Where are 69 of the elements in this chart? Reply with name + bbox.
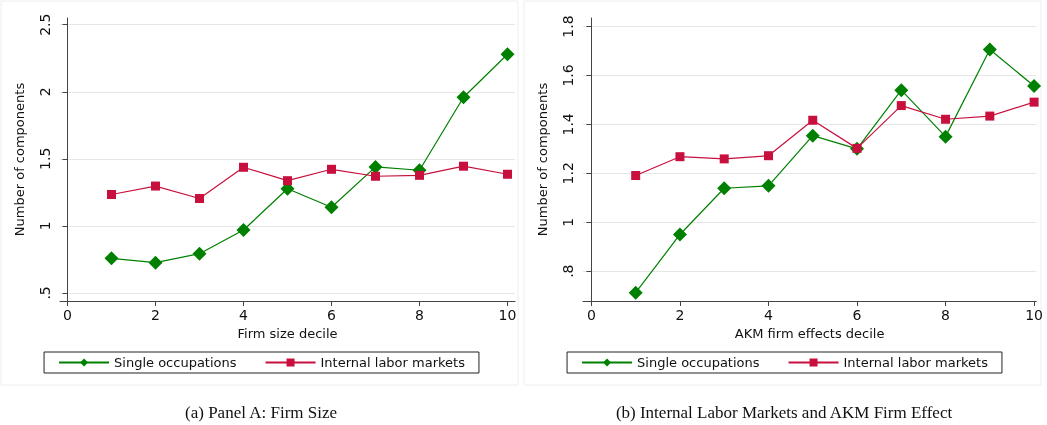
x-tick-label: 0 <box>586 307 596 323</box>
point <box>371 171 381 181</box>
point <box>503 169 513 179</box>
legend-label: Internal labor markets <box>843 355 989 370</box>
y-axis-title: Number of components <box>535 82 550 237</box>
x-tick-label: 4 <box>239 307 249 323</box>
x-axis-title: Firm size decile <box>237 325 338 341</box>
x-tick-label: 0 <box>63 307 72 323</box>
point <box>500 47 515 62</box>
legend-label: Single occupations <box>114 355 237 370</box>
x-tick-label: 2 <box>675 307 685 323</box>
point <box>941 114 951 124</box>
point <box>324 200 339 215</box>
text: (a) Panel A: Firm Size <box>185 403 338 422</box>
point <box>239 162 248 172</box>
point <box>763 151 773 161</box>
x-tick-label: 6 <box>852 307 862 323</box>
point <box>675 152 685 162</box>
x-tick-label: 10 <box>1025 307 1044 323</box>
point <box>415 170 425 180</box>
point <box>1029 97 1039 107</box>
point <box>1027 79 1042 93</box>
y-tick-label: 1.6 <box>560 64 576 87</box>
y-axis-title: Number of components <box>12 82 27 237</box>
point <box>982 42 997 57</box>
x-tick-label: 2 <box>151 307 160 323</box>
point <box>148 255 163 270</box>
y-tick-label: 1 <box>560 217 576 227</box>
x-tick-label: 8 <box>941 307 951 323</box>
point <box>459 161 469 171</box>
point <box>368 159 383 174</box>
x-tick-label: 6 <box>327 307 337 323</box>
y-tick-label: 2 <box>37 87 53 97</box>
y-tick-label: 1.8 <box>560 15 576 38</box>
point <box>192 246 207 261</box>
point <box>194 194 204 204</box>
point <box>808 115 818 125</box>
point <box>327 164 336 174</box>
point <box>938 129 953 144</box>
legend-label: Internal labor markets <box>320 355 466 370</box>
point <box>236 223 251 238</box>
point <box>283 176 292 186</box>
legend-label: Single occupations <box>637 355 760 370</box>
y-tick-label: 2.5 <box>37 13 53 36</box>
point <box>717 181 732 196</box>
point <box>894 83 909 98</box>
y-tick-label: .8 <box>560 264 576 278</box>
point <box>104 251 119 266</box>
y-tick-label: 1.4 <box>560 113 576 136</box>
x-tick-label: 10 <box>498 307 517 323</box>
point <box>628 285 643 300</box>
y-tick-label: 1.5 <box>37 147 53 170</box>
point <box>805 128 820 143</box>
point <box>719 154 729 164</box>
point <box>150 181 160 191</box>
x-tick-label: 8 <box>415 307 424 323</box>
point <box>672 227 687 242</box>
point <box>456 90 471 105</box>
point <box>985 111 995 121</box>
x-tick-label: 4 <box>764 307 774 323</box>
point <box>631 171 641 181</box>
point <box>896 101 906 111</box>
point <box>761 178 776 193</box>
x-axis-title: AKM firm effects decile <box>734 325 885 341</box>
y-tick-label: .5 <box>37 286 53 300</box>
text: (b) Internal Labor Markets and AKM Firm Effect <box>615 403 953 422</box>
y-tick-label: 1 <box>37 221 53 231</box>
point <box>106 190 116 200</box>
y-tick-label: 1.2 <box>560 162 576 185</box>
